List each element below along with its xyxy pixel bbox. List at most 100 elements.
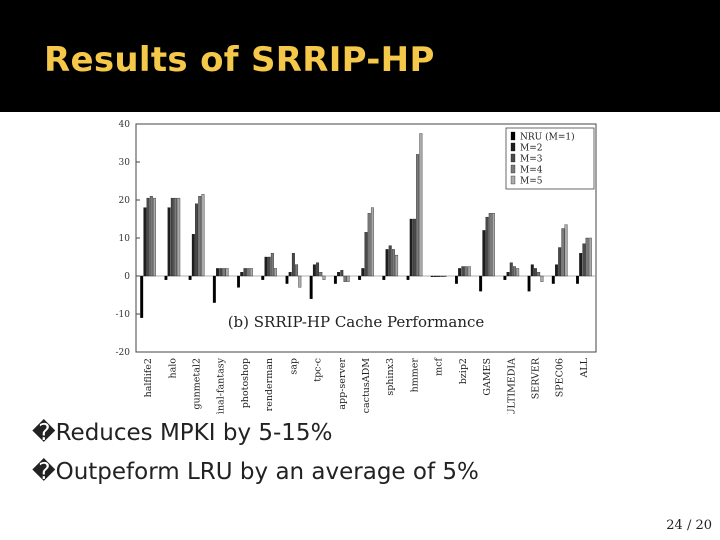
bar-final-fantasy-1	[216, 268, 219, 277]
bar-gunmetal2-1	[191, 234, 195, 277]
bullet-1: �Reduces MPKI by 5-15%	[32, 420, 332, 446]
bar-tpc-c-2	[316, 262, 320, 277]
category-label: sap	[288, 358, 299, 375]
category-label: final-fantasy	[216, 357, 227, 414]
bar-hmmer-3	[416, 154, 420, 277]
bar-sap-4	[298, 275, 302, 288]
bar-ALL-3	[585, 237, 589, 277]
bar-SPEC06-3	[561, 228, 565, 277]
bar-GAMES-0	[479, 275, 483, 292]
bar-renderman-1	[264, 256, 268, 277]
bar-hmmer-1	[409, 218, 413, 277]
bar-halflife2-1	[143, 207, 147, 277]
y-tick-label: 40	[119, 120, 131, 130]
category-label: tpc-c	[313, 358, 324, 382]
chart: -20 -10 0 10 20 30 40 halflife2 halo gunmetal2 fin…	[116, 120, 597, 414]
category-label: photoshop	[240, 358, 251, 408]
bar-GAMES-4	[492, 213, 495, 277]
bar-hmmer-2	[412, 218, 416, 277]
bar-app-server-4	[346, 275, 350, 282]
chart-title: (b) SRRIP-HP Cache Performance	[228, 313, 485, 331]
bar-ALL-1	[579, 253, 583, 277]
bar-sap-0	[285, 275, 289, 284]
legend-box	[505, 127, 595, 190]
bar-SPEC06-1	[555, 264, 558, 277]
category-label: MULTIMEDIA	[506, 358, 517, 414]
category-label: cactusADM	[361, 358, 372, 414]
bar-ALL-4	[588, 237, 592, 277]
bar-gunmetal2-2	[195, 203, 198, 277]
bar-ALL-0	[576, 275, 579, 284]
bar-tpc-c-1	[312, 264, 316, 277]
legend-swatch-4	[510, 175, 516, 185]
bar-SPEC06-4	[564, 224, 568, 277]
bar-halo-3	[174, 197, 177, 277]
bar-gunmetal2-0	[188, 275, 192, 280]
y-tick-label: 10	[119, 234, 131, 244]
bar-photoshop-2	[243, 268, 247, 277]
bar-mcf-4	[443, 275, 447, 277]
bar-halo-4	[177, 197, 181, 277]
category-label: GAMES	[482, 358, 493, 396]
y-tick-label: 0	[124, 272, 130, 282]
bar-photoshop-3	[246, 268, 250, 277]
bar-MULTIMEDIA-2	[509, 262, 513, 277]
bar-photoshop-0	[237, 275, 240, 288]
bar-GAMES-2	[485, 216, 489, 277]
bar-bzip2-2	[461, 266, 465, 277]
category-label: renderman	[264, 358, 275, 411]
title-bar: Results of SRRIP-HP	[0, 0, 720, 112]
legend-swatch-0	[510, 131, 516, 141]
bar-SERVER-3	[537, 272, 541, 277]
bar-gunmetal2-3	[198, 196, 202, 277]
bar-tpc-c-0	[309, 275, 313, 299]
bar-halo-0	[164, 275, 168, 280]
bar-MULTIMEDIA-1	[506, 272, 510, 277]
bar-sphinx3-3	[391, 249, 395, 277]
bar-final-fantasy-0	[212, 275, 216, 303]
legend-swatch-2	[510, 153, 516, 163]
category-label: ALL	[579, 357, 590, 378]
bar-mcf-3	[440, 275, 444, 277]
bullet-2-text: Outpeform LRU by an average of 5%	[55, 459, 479, 485]
bar-bzip2-0	[454, 275, 458, 284]
legend-label-4: M=5	[520, 177, 543, 187]
bar-final-fantasy-2	[219, 268, 223, 277]
slide-title: Results of SRRIP-HP	[44, 40, 435, 80]
bar-renderman-3	[270, 253, 274, 277]
bullet-1-marker: �	[32, 420, 56, 446]
bar-cactusADM-4	[370, 207, 374, 277]
bar-bzip2-1	[458, 268, 462, 277]
bar-MULTIMEDIA-3	[513, 266, 516, 277]
y-tick-label: -10	[116, 310, 131, 320]
bar-tpc-c-4	[322, 275, 326, 280]
bar-sap-3	[295, 264, 299, 277]
bar-gunmetal2-4	[201, 194, 205, 277]
bar-photoshop-4	[249, 268, 253, 277]
bar-app-server-1	[337, 272, 341, 277]
y-tick-label: 20	[119, 196, 131, 206]
legend-label-1: M=2	[520, 144, 542, 154]
bullet-2-marker: �	[32, 459, 56, 485]
bar-SERVER-4	[540, 275, 544, 282]
bar-SERVER-1	[530, 264, 534, 277]
bar-sap-2	[291, 253, 295, 277]
category-label: SPEC06	[555, 358, 566, 397]
bar-mcf-1	[433, 275, 437, 277]
bar-sphinx3-1	[385, 249, 389, 277]
bar-sphinx3-0	[382, 275, 386, 280]
bar-halflife2-4	[153, 197, 156, 277]
category-label: app-server	[337, 358, 348, 410]
bar-SPEC06-2	[558, 247, 562, 277]
category-label: hmmer	[409, 358, 420, 393]
bar-sap-1	[288, 272, 292, 277]
bar-hmmer-4	[419, 133, 423, 277]
bar-photoshop-1	[240, 272, 244, 277]
page-number: 24 / 20	[666, 518, 712, 533]
bullet-2: �Outpeform LRU by an average of 5%	[32, 459, 479, 485]
y-tick-label: -20	[116, 348, 131, 358]
bar-GAMES-3	[488, 213, 492, 277]
bar-cactusADM-3	[367, 213, 371, 277]
bar-MULTIMEDIA-0	[503, 275, 507, 280]
category-label: sphinx3	[385, 358, 396, 396]
